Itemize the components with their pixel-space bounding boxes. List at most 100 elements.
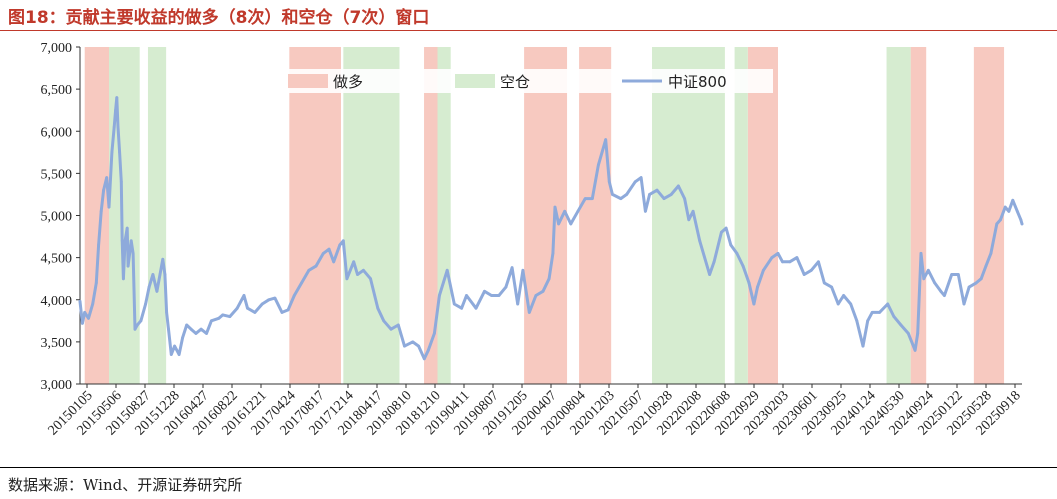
long-window-band <box>84 47 110 384</box>
series-point <box>611 193 614 196</box>
series-point <box>802 273 806 276</box>
series-point <box>995 222 999 226</box>
series-point <box>1015 209 1019 213</box>
series-point <box>87 316 90 320</box>
series-point <box>662 197 666 201</box>
long-window-band <box>424 47 438 384</box>
series-point <box>633 180 637 184</box>
series-point <box>382 319 386 323</box>
series-point <box>886 302 890 306</box>
series-point <box>91 302 95 306</box>
series-point <box>112 125 116 129</box>
series-point <box>691 209 695 213</box>
series-point <box>967 285 971 289</box>
series-point <box>135 323 139 327</box>
series-point <box>1020 222 1024 226</box>
series-point <box>445 268 449 272</box>
legend-box <box>283 69 773 93</box>
series-point <box>516 302 520 306</box>
series-point <box>267 298 271 302</box>
series-point <box>199 327 203 331</box>
chart-series <box>78 96 1024 361</box>
series-point <box>576 209 580 213</box>
series-point <box>913 348 917 352</box>
series-point <box>781 260 784 264</box>
series-point <box>639 176 643 180</box>
legend-label: 中证800 <box>668 73 727 91</box>
series-point <box>221 313 225 317</box>
series-point <box>878 311 881 314</box>
series-point <box>83 311 87 314</box>
series-point <box>155 289 159 293</box>
series-point <box>417 344 420 348</box>
series-point <box>563 209 567 213</box>
series-point <box>735 252 739 255</box>
series-point <box>1019 218 1023 222</box>
series-point <box>314 264 318 268</box>
series-point <box>483 289 486 293</box>
series-point <box>151 273 155 276</box>
series-point <box>892 315 896 318</box>
series-point <box>177 353 181 356</box>
series-point <box>687 218 691 222</box>
long-window-band <box>747 47 779 384</box>
series-point <box>712 260 716 264</box>
series-point <box>389 327 393 331</box>
series-point <box>321 252 325 255</box>
cash-window-band <box>343 47 400 384</box>
series-point <box>756 285 759 289</box>
series-point <box>235 306 239 310</box>
series-point <box>956 273 960 276</box>
chart-title: 图18：贡献主要收益的做多（8次）和空仓（7次）窗口 <box>8 8 430 28</box>
series-point <box>809 268 813 272</box>
series-point <box>163 273 167 276</box>
series-point <box>899 323 903 327</box>
series-point <box>81 321 84 325</box>
series-point <box>962 302 966 306</box>
series-point <box>110 150 114 154</box>
cash-window-band <box>886 47 911 384</box>
series-point <box>729 243 733 247</box>
series-point <box>107 205 111 209</box>
series-point <box>822 281 826 285</box>
series-point <box>644 209 647 213</box>
series-point <box>527 311 531 314</box>
series-point <box>433 332 436 335</box>
series-point <box>926 268 930 272</box>
series-point <box>597 163 600 167</box>
series-point <box>460 306 463 310</box>
series-point <box>144 302 148 306</box>
series-point <box>122 277 125 281</box>
series-point <box>677 184 680 188</box>
series-point <box>332 260 336 264</box>
series-point <box>747 281 751 285</box>
chart-legend: 做多 空仓 中证800 <box>283 69 773 93</box>
series-point <box>217 316 221 320</box>
series-point <box>788 260 792 264</box>
series-point <box>115 96 119 99</box>
series-point <box>369 277 372 281</box>
long-window-band <box>524 47 568 384</box>
series-point <box>246 306 249 310</box>
series-point <box>345 277 349 281</box>
series-point <box>669 193 673 196</box>
series-point <box>648 193 651 196</box>
series-point <box>720 230 723 234</box>
series-point <box>292 294 296 297</box>
series-point <box>655 188 659 192</box>
cash-window-band <box>437 47 451 384</box>
series-point <box>849 302 853 306</box>
series-point <box>94 281 98 285</box>
series-point <box>438 294 441 297</box>
series-point <box>795 256 799 259</box>
cash-window-band <box>109 47 140 384</box>
series-point <box>583 197 587 201</box>
series-point <box>118 150 121 154</box>
series-point <box>504 285 508 289</box>
series-point <box>338 243 342 247</box>
series-point <box>866 319 870 323</box>
series-point <box>933 281 937 285</box>
window-bands <box>84 47 1005 384</box>
series-point <box>181 336 185 340</box>
series-point <box>78 300 82 303</box>
